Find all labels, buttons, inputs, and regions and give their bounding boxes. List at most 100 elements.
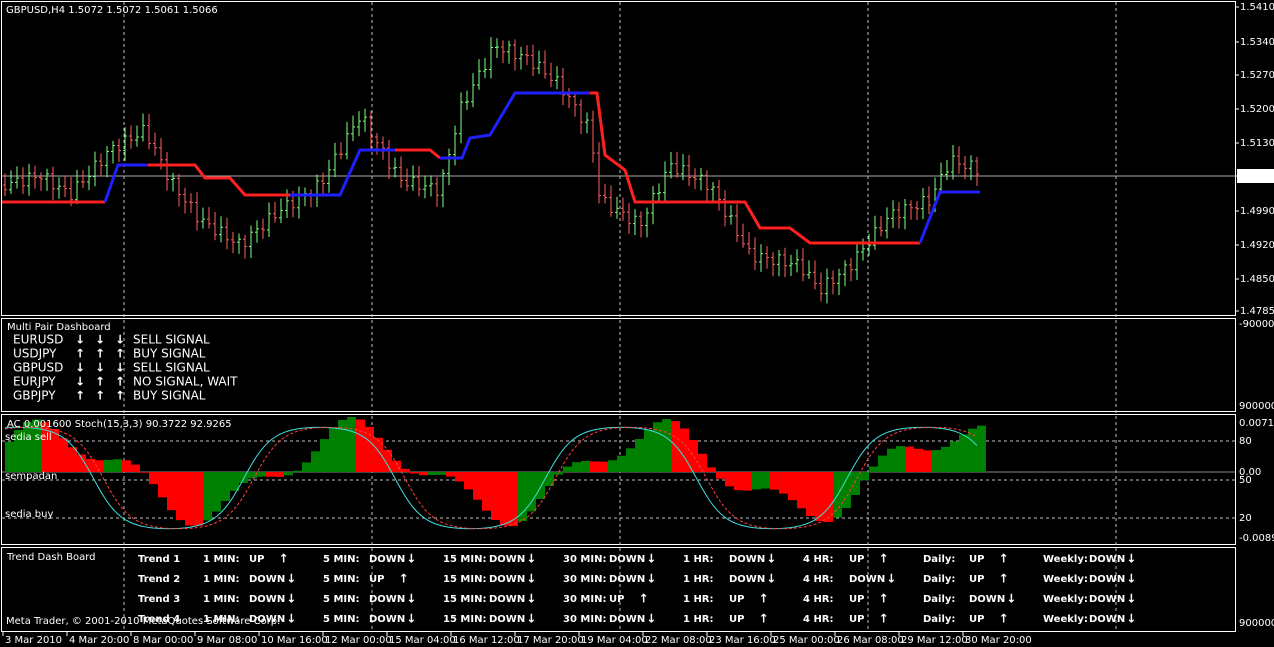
trend-status: UP bbox=[249, 554, 264, 565]
time-label: 8 Mar 00:00 bbox=[133, 635, 193, 646]
trend-title: Trend Dash Board bbox=[6, 552, 96, 563]
ac-bar bbox=[275, 472, 284, 477]
pair-name: USDJPY bbox=[13, 347, 57, 361]
ac-bar bbox=[770, 472, 779, 490]
time-label: 19 Mar 04:00 bbox=[581, 635, 648, 646]
bid-box bbox=[1237, 169, 1274, 183]
timeframe-label: 30 MIN: bbox=[563, 574, 606, 585]
timeframe-label: 1 MIN: bbox=[203, 594, 239, 605]
timeframe-label: Weekly: bbox=[1043, 554, 1088, 565]
ac-bar bbox=[329, 427, 338, 472]
timeframe-label: 5 MIN: bbox=[323, 614, 359, 625]
time-label: 16 Mar 12:00 bbox=[453, 635, 520, 646]
signal-text: SELL SIGNAL bbox=[133, 333, 210, 347]
ac-bar bbox=[896, 446, 905, 472]
trend-arrow: ↓ bbox=[526, 592, 536, 606]
trend-arrow: ↑ bbox=[638, 592, 648, 606]
ac-bar bbox=[806, 472, 815, 517]
trend-arrow: ↑ bbox=[278, 552, 288, 566]
ac-bar bbox=[455, 472, 464, 482]
axis-label: 20 bbox=[1239, 513, 1252, 524]
ac-bar bbox=[905, 446, 914, 472]
signal-arrow: ↓ bbox=[115, 361, 125, 375]
trend-status: DOWN bbox=[1089, 614, 1125, 625]
timeframe-label: Weekly: bbox=[1043, 614, 1088, 625]
time-label: 9 Mar 08:00 bbox=[197, 635, 257, 646]
signal-arrow: ↓ bbox=[95, 361, 105, 375]
time-label: 4 Mar 20:00 bbox=[69, 635, 129, 646]
ac-bar bbox=[761, 472, 770, 489]
ac-bar bbox=[122, 460, 131, 472]
trend-status: UP bbox=[369, 574, 384, 585]
ac-bar bbox=[14, 429, 23, 472]
ac-bar bbox=[914, 448, 923, 472]
trend-status: DOWN bbox=[729, 574, 765, 585]
ac-bar bbox=[752, 472, 761, 490]
signal-arrow: ↓ bbox=[75, 361, 85, 375]
trend-arrow: ↓ bbox=[406, 552, 416, 566]
ac-bar bbox=[977, 425, 986, 472]
indicator-panel bbox=[1, 414, 1236, 545]
trend-arrow: ↓ bbox=[526, 552, 536, 566]
trend-arrow: ↓ bbox=[646, 572, 656, 586]
ac-bar bbox=[932, 450, 941, 472]
trend-segment bbox=[590, 91, 920, 245]
trend-status: DOWN bbox=[489, 554, 525, 565]
trend-status: UP bbox=[849, 594, 864, 605]
timeframe-label: Daily: bbox=[923, 554, 955, 565]
ac-bar bbox=[797, 472, 806, 509]
dashboard-title: Multi Pair Dashboard bbox=[7, 322, 111, 333]
ac-bar bbox=[185, 472, 194, 526]
signal-arrow: ↑ bbox=[95, 389, 105, 403]
timeframe-label: Daily: bbox=[923, 594, 955, 605]
ac-bar bbox=[941, 446, 950, 472]
ac-bar bbox=[239, 472, 248, 483]
trend-status: DOWN bbox=[1089, 594, 1125, 605]
ac-bar bbox=[725, 472, 734, 487]
timeframe-label: 1 MIN: bbox=[203, 614, 239, 625]
indicator-header: AC 0.001600 Stoch(15,3,3) 90.3722 92.926… bbox=[7, 419, 232, 430]
trend-status: DOWN bbox=[489, 594, 525, 605]
ac-bar bbox=[473, 472, 482, 500]
axis-label: 80 bbox=[1239, 436, 1252, 447]
ac-bar bbox=[824, 472, 833, 522]
ac-bar bbox=[230, 472, 239, 491]
price-label: 1.5340 bbox=[1240, 37, 1274, 48]
axis-label: -900000 bbox=[1239, 319, 1274, 330]
ac-bar bbox=[104, 459, 113, 472]
ac-bar bbox=[95, 460, 104, 472]
ac-bar bbox=[293, 470, 302, 472]
time-label: 23 Mar 16:00 bbox=[709, 635, 776, 646]
ac-bar bbox=[842, 472, 851, 509]
trend-status: DOWN bbox=[729, 554, 765, 565]
ac-bar bbox=[590, 461, 599, 472]
trend-status: DOWN bbox=[969, 594, 1005, 605]
ac-bar bbox=[491, 472, 500, 521]
trend-status: DOWN bbox=[249, 574, 285, 585]
signal-arrow: ↓ bbox=[95, 333, 105, 347]
trend-status: DOWN bbox=[1089, 554, 1125, 565]
ac-bar bbox=[50, 429, 59, 472]
signal-arrow: ↑ bbox=[75, 347, 85, 361]
ac-bar bbox=[716, 472, 725, 479]
trend-arrow: ↑ bbox=[998, 552, 1008, 566]
ac-bar bbox=[968, 428, 977, 472]
signal-text: SELL SIGNAL bbox=[133, 361, 210, 375]
signal-text: BUY SIGNAL bbox=[133, 347, 206, 361]
timeframe-label: Weekly: bbox=[1043, 594, 1088, 605]
ac-bar bbox=[338, 420, 347, 472]
signal-arrow: ↓ bbox=[75, 375, 85, 389]
ac-bar bbox=[158, 472, 167, 498]
trend-arrow: ↓ bbox=[886, 572, 896, 586]
timeframe-label: 15 MIN: bbox=[443, 614, 486, 625]
ac-bar bbox=[869, 466, 878, 472]
timeframe-label: 15 MIN: bbox=[443, 594, 486, 605]
pair-name: GBPJPY bbox=[13, 389, 56, 403]
trend-segment bbox=[148, 163, 290, 197]
trend-arrow: ↓ bbox=[1126, 612, 1136, 626]
ac-bar bbox=[662, 419, 671, 472]
trend-segment bbox=[395, 148, 441, 160]
pair-name: EURJPY bbox=[13, 375, 56, 389]
ac-bar bbox=[680, 428, 689, 472]
ac-bar bbox=[617, 455, 626, 472]
